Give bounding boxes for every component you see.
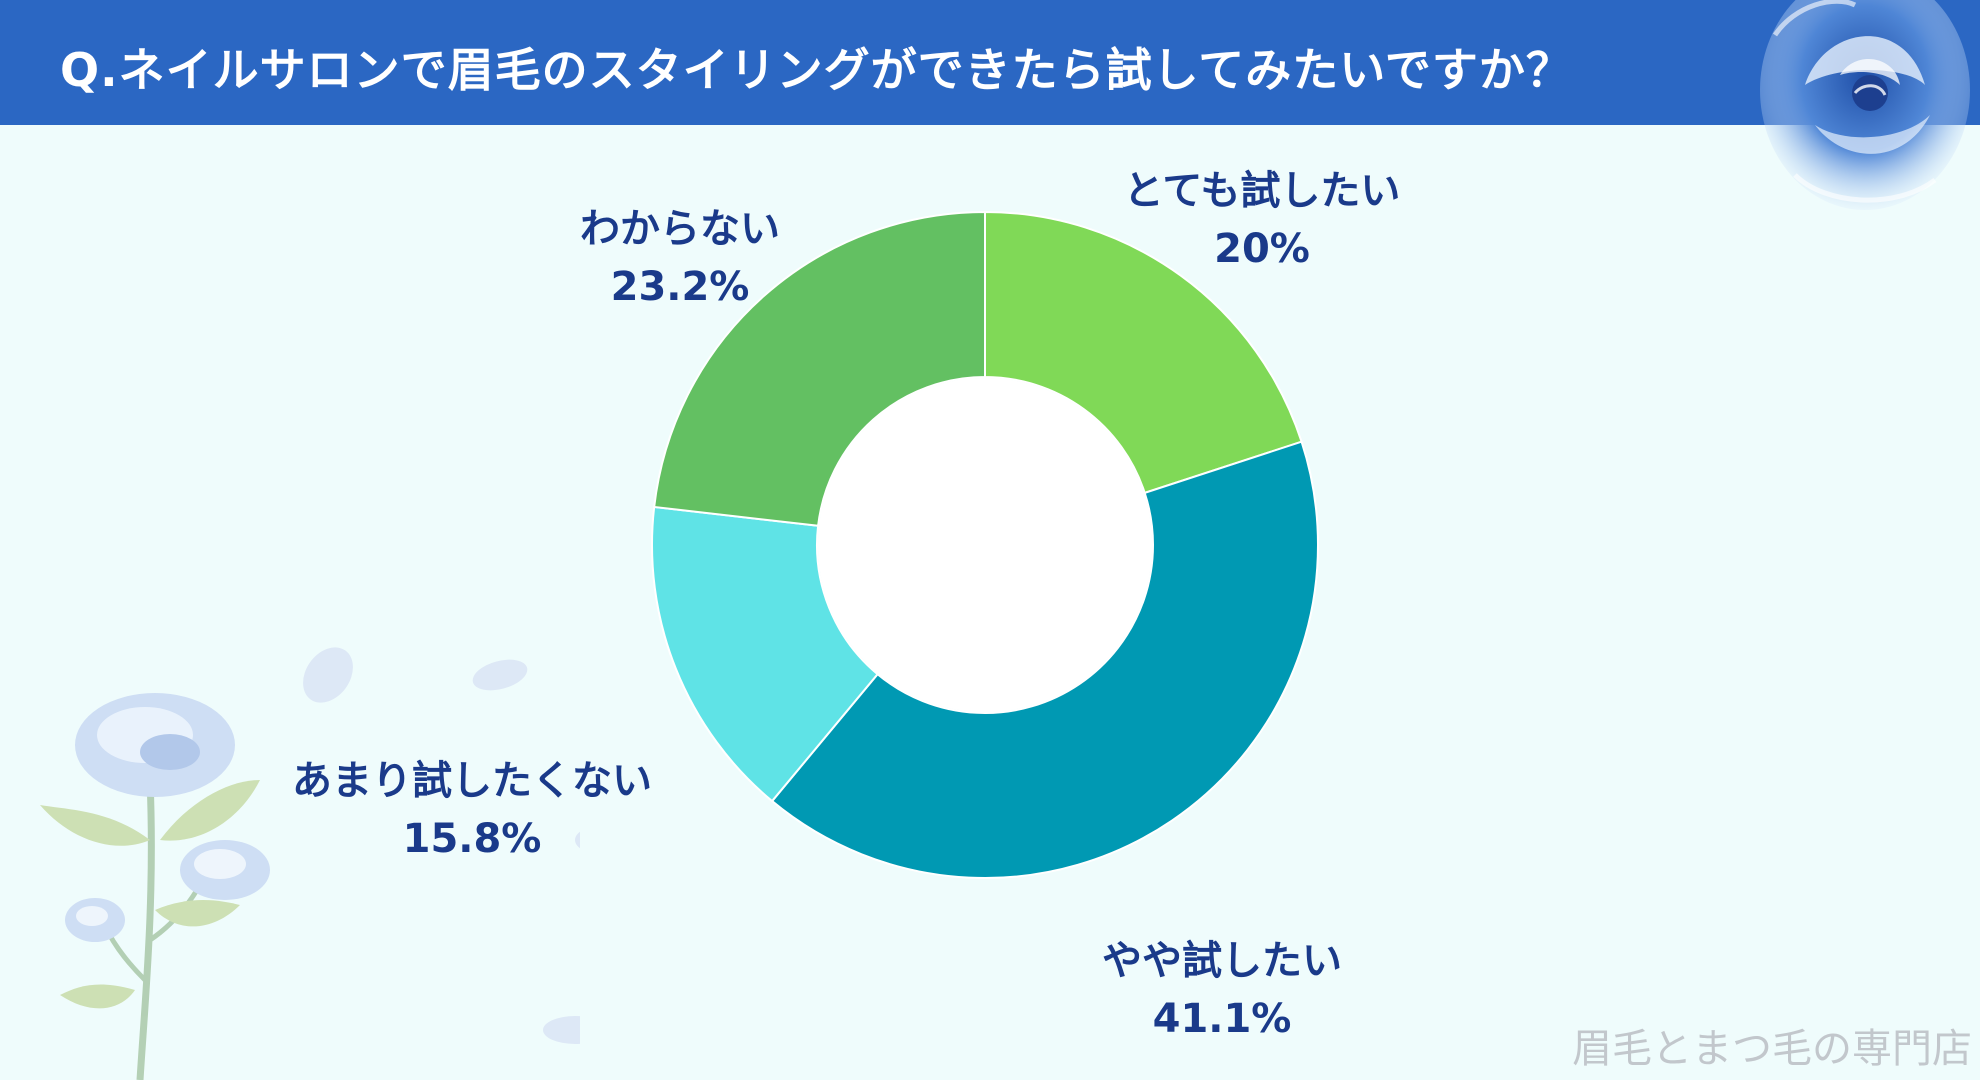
- page-title: Q.ネイルサロンで眉毛のスタイリングができたら試してみたいですか？: [60, 43, 1573, 97]
- donut-slice-3: [651, 505, 880, 803]
- donut-slice-2: [770, 440, 1319, 879]
- watermark-text: 眉毛とまつ毛の専門店: [1572, 1026, 1972, 1072]
- slice-value-label-1: 20%: [1214, 226, 1310, 272]
- blue-rose-icon: [1760, 0, 1970, 210]
- slice-label-3: あまり試したくない: [292, 758, 652, 804]
- slice-label-2: やや試したい: [1102, 938, 1342, 984]
- slice-label-1: とても試したい: [1124, 168, 1401, 214]
- rose-branch-icon: [40, 647, 580, 1080]
- slice-value-label-4: 23.2%: [611, 264, 750, 310]
- slice-label-4: わからない: [580, 206, 780, 252]
- slice-value-label-3: 15.8%: [403, 816, 542, 862]
- donut-hole: [818, 378, 1152, 712]
- donut-slice-4: [653, 210, 986, 527]
- slice-value-label-2: 41.1%: [1153, 996, 1292, 1042]
- donut-slice-1: [984, 210, 1303, 495]
- header-bar: Q.ネイルサロンで眉毛のスタイリングができたら試してみたいですか？: [0, 0, 1980, 125]
